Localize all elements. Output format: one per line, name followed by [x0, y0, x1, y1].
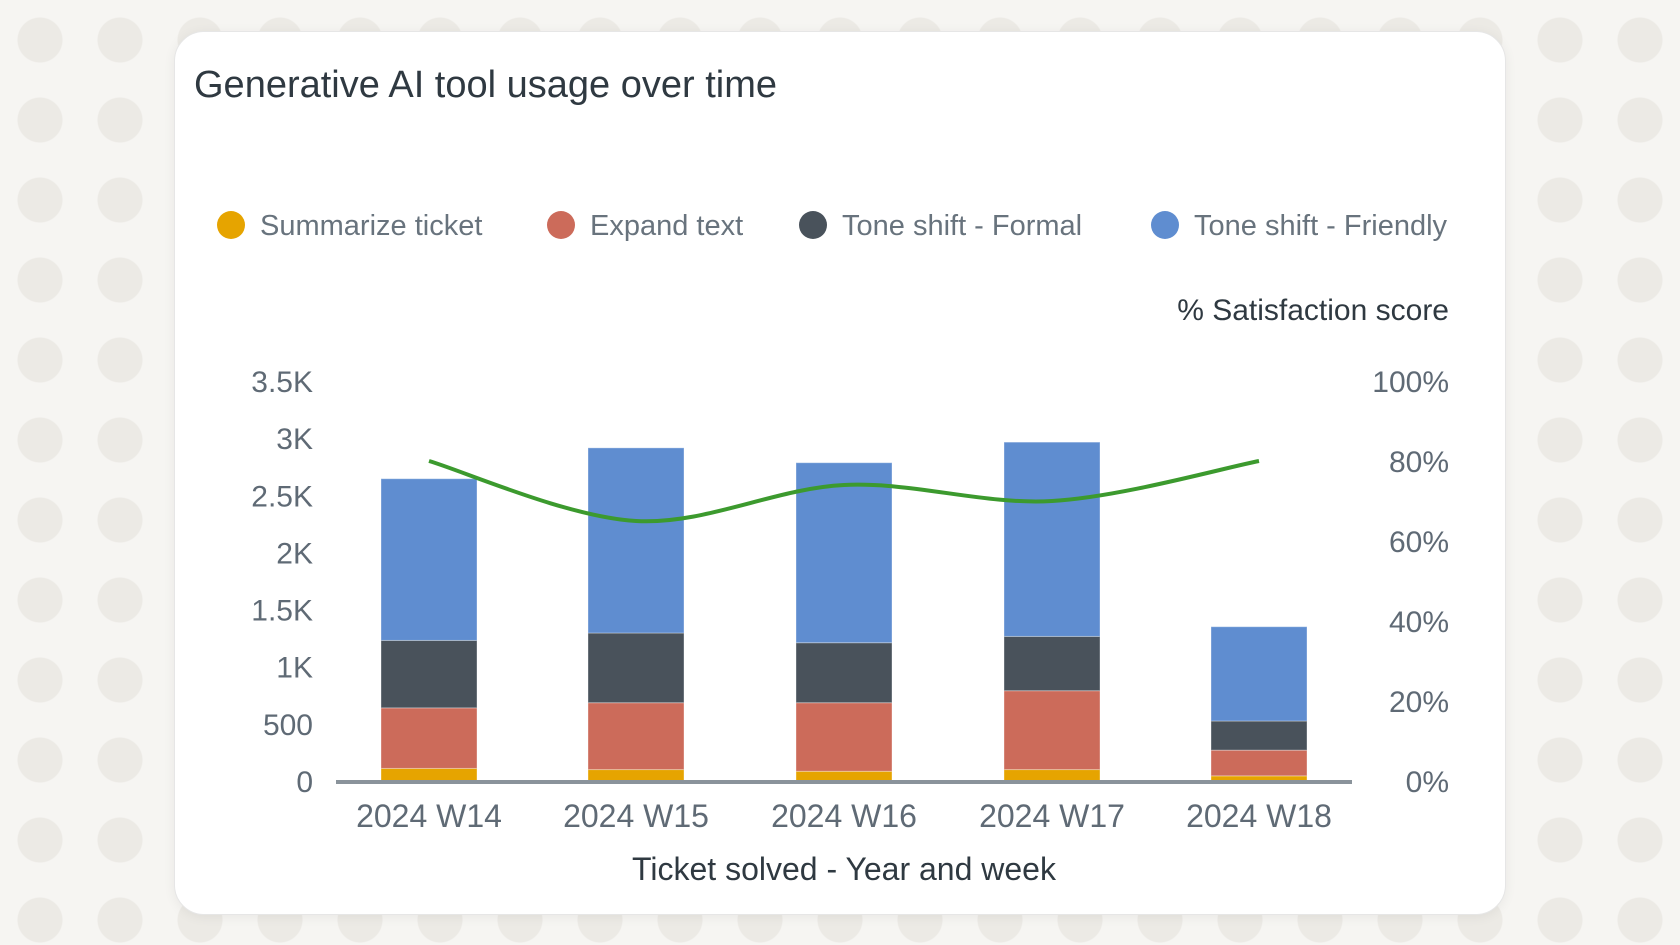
legend-label: Expand text	[590, 210, 743, 242]
y2-tick-label: 40%	[1389, 606, 1449, 639]
y-tick-label: 500	[263, 709, 313, 742]
right-axis-title: % Satisfaction score	[1177, 294, 1449, 327]
legend-label: Summarize ticket	[260, 210, 482, 242]
x-tick-label: 2024 W16	[771, 798, 917, 834]
bar-segment	[587, 769, 685, 782]
bar-segment	[380, 639, 478, 709]
bar-segment	[1003, 769, 1101, 782]
chart-title: Generative AI tool usage over time	[194, 64, 777, 106]
x-axis-title: Ticket solved - Year and week	[632, 851, 1057, 887]
bar-segment	[587, 702, 685, 771]
y2-tick-label: 0%	[1406, 766, 1449, 799]
y-tick-label: 2.5K	[251, 480, 313, 513]
y-tick-label: 3K	[276, 423, 313, 456]
bar-segment	[1210, 626, 1308, 722]
bar-segment	[1210, 720, 1308, 751]
bar-segment	[587, 447, 685, 634]
bar-segment	[795, 642, 893, 704]
bar-segment	[795, 770, 893, 782]
y-tick-label: 3.5K	[251, 366, 313, 399]
legend-marker	[799, 211, 827, 239]
bar-segment	[795, 462, 893, 644]
x-tick-label: 2024 W15	[563, 798, 709, 834]
legend-marker	[547, 211, 575, 239]
satisfaction-line	[428, 459, 1260, 524]
x-tick-label: 2024 W14	[356, 798, 502, 834]
y-tick-label: 0	[296, 766, 313, 799]
bar-segment	[380, 707, 478, 769]
y-tick-label: 2K	[276, 537, 313, 570]
legend-marker	[1151, 211, 1179, 239]
x-tick-label: 2024 W18	[1186, 798, 1332, 834]
legend-label: Tone shift - Friendly	[1194, 210, 1448, 242]
y-tick-label: 1K	[276, 652, 313, 685]
bar-segment	[1003, 690, 1101, 771]
y2-tick-label: 80%	[1389, 446, 1449, 479]
y-tick-label: 1.5K	[251, 595, 313, 628]
x-tick-label: 2024 W17	[979, 798, 1125, 834]
legend-label: Tone shift - Formal	[842, 210, 1082, 242]
bar-segment	[1210, 749, 1308, 777]
legend-marker	[217, 211, 245, 239]
y2-tick-label: 20%	[1389, 686, 1449, 719]
y2-tick-label: 60%	[1389, 526, 1449, 559]
bar-segment	[795, 702, 893, 772]
y2-tick-label: 100%	[1372, 366, 1449, 399]
bar-segment	[1003, 441, 1101, 637]
bar-segment	[380, 767, 478, 782]
bar-segment	[1003, 635, 1101, 692]
bar-segment	[587, 632, 685, 704]
bar-segment	[380, 478, 478, 641]
